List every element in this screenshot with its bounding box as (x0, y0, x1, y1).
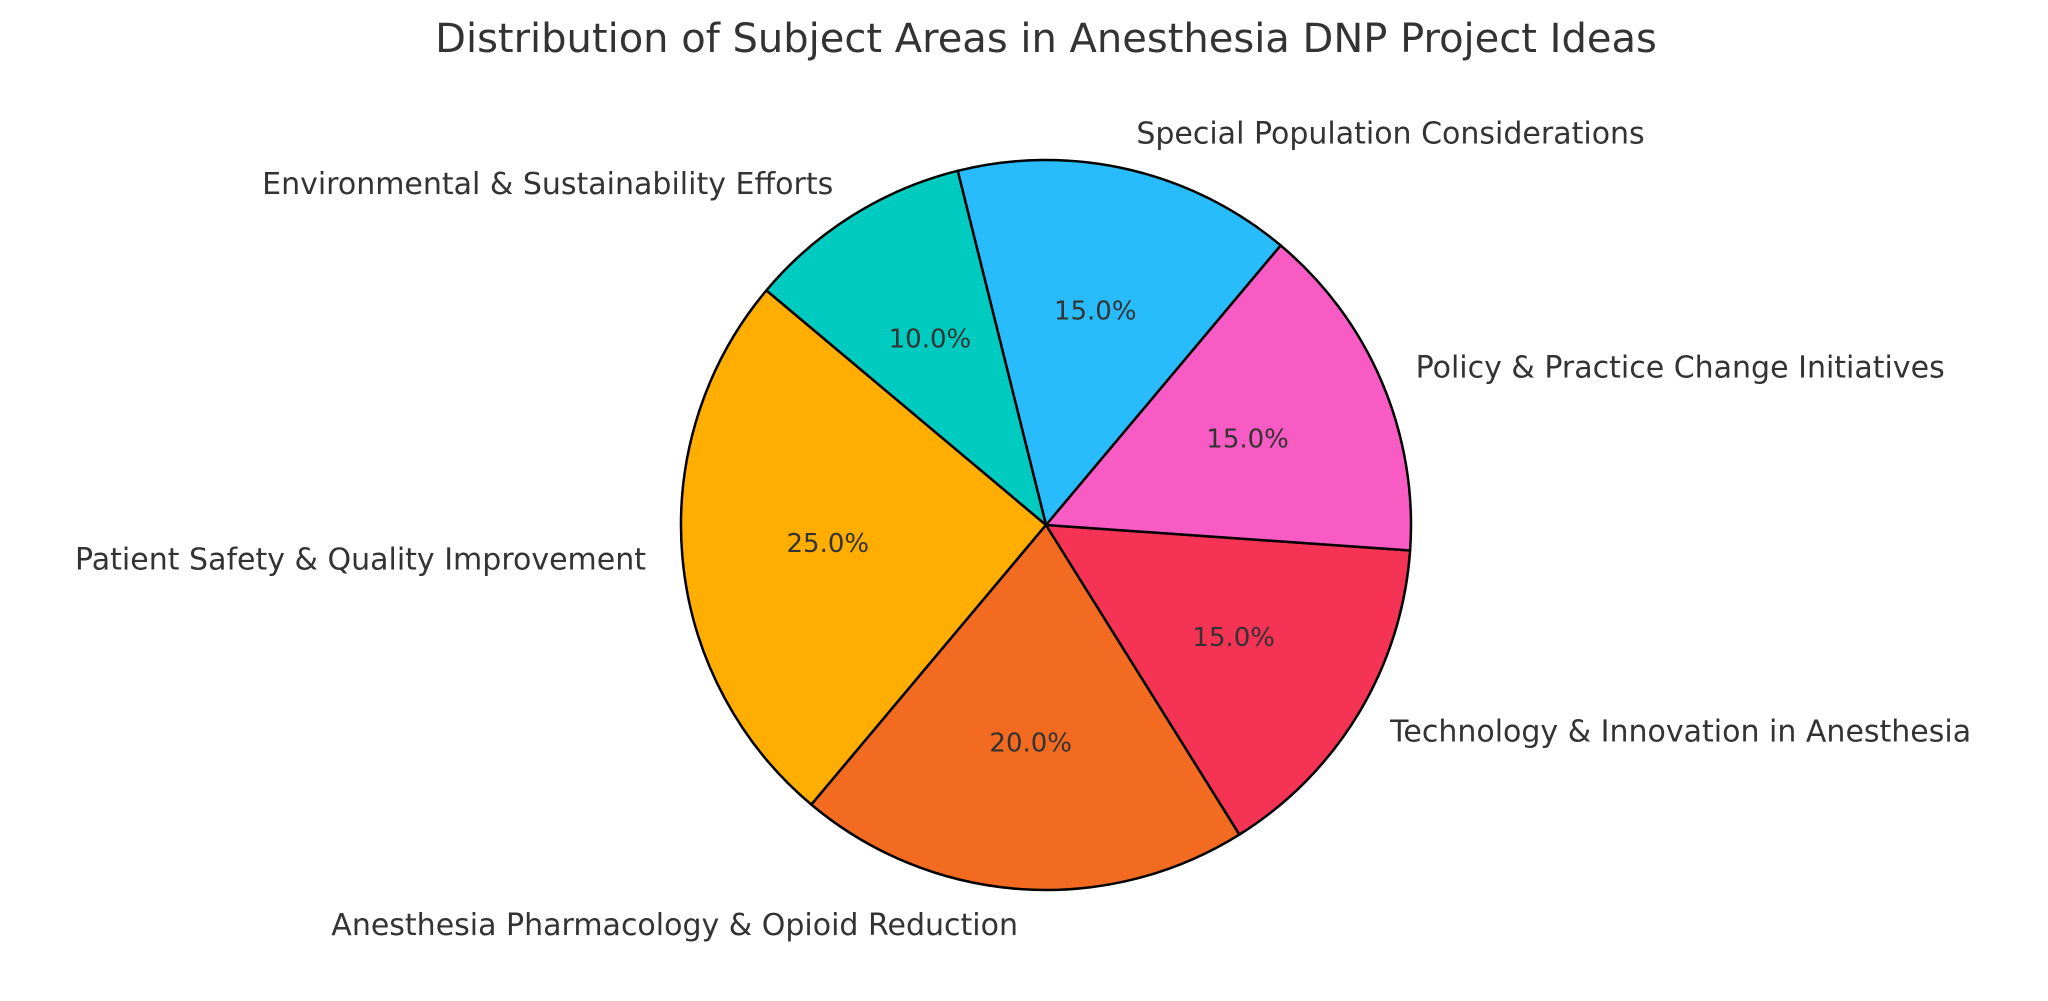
slice-percent-label: 15.0% (1192, 623, 1275, 653)
slice-label: Environmental & Sustainability Efforts (262, 167, 833, 202)
pie-slice (679, 289, 1048, 806)
slice-label: Policy & Practice Change Initiatives (1416, 351, 1945, 386)
pie-slices (679, 158, 1413, 892)
slice-percent-label: 20.0% (989, 728, 1072, 758)
pie-slice (1044, 244, 1413, 552)
chart-title: Distribution of Subject Areas in Anesthe… (435, 16, 1657, 62)
pie-slice (1044, 523, 1412, 836)
slice-label: Special Population Considerations (1136, 116, 1644, 151)
pie-slice (956, 158, 1282, 527)
slice-label: Technology & Innovation in Anesthesia (1389, 714, 1971, 749)
pie-slice (810, 523, 1241, 892)
slice-percent-label: 15.0% (1206, 424, 1289, 454)
slice-percent-label: 15.0% (1054, 297, 1137, 327)
slice-label: Patient Safety & Quality Improvement (75, 542, 646, 577)
slice-label: Anesthesia Pharmacology & Opioid Reducti… (331, 908, 1018, 943)
pie-slice (765, 169, 1048, 527)
slice-percent-label: 10.0% (889, 324, 972, 354)
pie-labels: Patient Safety & Quality Improvement 25.0… (75, 116, 1971, 943)
slice-percent-label: 25.0% (787, 529, 870, 559)
